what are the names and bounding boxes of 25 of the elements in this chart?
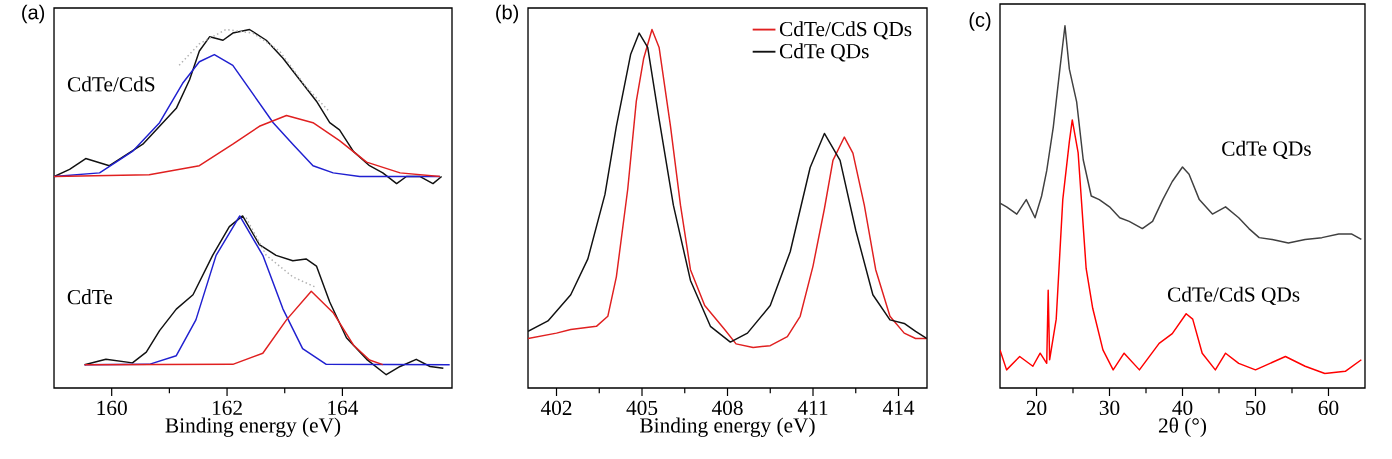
chart-title: (a) xyxy=(22,4,45,24)
annotation: CdTe QDs xyxy=(1222,140,1311,160)
x-axis-title: Binding energy (eV) xyxy=(640,417,815,437)
x-tick-label: 40 xyxy=(1172,400,1193,416)
x-tick-label: 411 xyxy=(797,400,828,415)
legend-label: CdTe QDs xyxy=(779,43,869,62)
x-tick-label: 408 xyxy=(711,400,743,416)
x-tick-label: 164 xyxy=(328,400,359,416)
annotation: CdTe/CdS QDs xyxy=(1167,286,1300,305)
x-tick-label: 414 xyxy=(882,400,915,415)
legend-label: CdTe/CdS QDs xyxy=(779,21,912,40)
x-tick-label: 30 xyxy=(1099,400,1120,416)
chart-title: (b) xyxy=(496,4,519,24)
annotation: CdTe/CdS xyxy=(67,76,155,92)
x-tick-label: 60 xyxy=(1318,400,1339,416)
x-tick-label: 20 xyxy=(1026,400,1047,416)
annotation: CdTe xyxy=(67,289,113,305)
x-tick-label: 162 xyxy=(212,400,242,416)
x-tick-label: 405 xyxy=(626,400,658,416)
x-tick-label: 402 xyxy=(540,400,572,416)
chart-title: (c) xyxy=(969,12,991,31)
x-axis-title: Binding energy (eV) xyxy=(165,417,341,437)
x-tick-label: 50 xyxy=(1246,400,1266,416)
x-axis-title: 2θ (°) xyxy=(1158,417,1207,438)
x-tick-label: 160 xyxy=(97,400,127,416)
